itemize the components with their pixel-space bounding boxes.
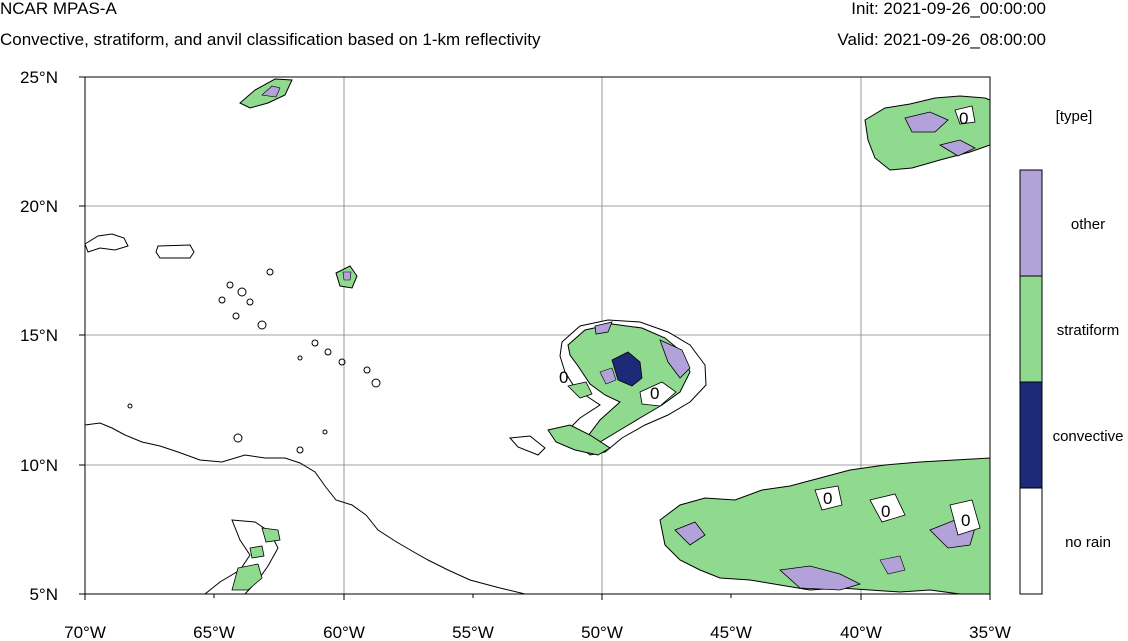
- y-tick-label: 20°N: [20, 197, 58, 216]
- x-tick-label: 50°W: [581, 623, 623, 641]
- y-tick-label: 25°N: [20, 68, 58, 87]
- hurricane-storm-system: [508, 319, 707, 456]
- legend-swatch-stratiform: [1019, 275, 1043, 383]
- contour-labels: 0 0 0 0 0 0: [559, 109, 970, 530]
- legend-swatch-convective: [1019, 381, 1043, 489]
- tick-marks: [79, 76, 991, 600]
- contour-label: 0: [559, 368, 568, 387]
- x-tick-label: 70°W: [64, 623, 106, 641]
- map-subtitle: Convective, stratiform, and anvil classi…: [0, 30, 541, 49]
- contour-label: 0: [961, 511, 970, 530]
- y-tick-label: 15°N: [20, 326, 58, 345]
- map-title: NCAR MPAS-A: [0, 0, 117, 18]
- coastline-puerto-rico: [155, 244, 195, 259]
- precip-cluster-north-east: [864, 95, 991, 171]
- legend-title: [type]: [1056, 108, 1093, 125]
- contour-label: 0: [650, 384, 659, 403]
- lesser-antilles-contours: [127, 268, 381, 454]
- x-axis-labels: 70°W 65°W 60°W 55°W 50°W 45°W 40°W 35°W: [64, 623, 1011, 641]
- coastline-hispaniola: [84, 233, 129, 253]
- contour-label: 0: [881, 502, 890, 521]
- y-axis-labels: 25°N 20°N 15°N 10°N 5°N: [20, 68, 58, 604]
- valid-time: Valid: 2021-09-26_08:00:00: [837, 30, 1046, 49]
- x-tick-label: 35°W: [969, 623, 1011, 641]
- init-time: Init: 2021-09-26_00:00:00: [851, 0, 1046, 18]
- precip-cluster-central-islands: [335, 265, 358, 289]
- precip-cluster-north-west: [239, 78, 293, 109]
- contour-label: 0: [959, 109, 968, 128]
- legend-swatch-no-rain: [1019, 487, 1043, 595]
- x-tick-label: 40°W: [840, 623, 882, 641]
- x-tick-label: 55°W: [452, 623, 494, 641]
- legend-label-no-rain: no rain: [1065, 534, 1111, 551]
- legend-label-stratiform: stratiform: [1057, 322, 1120, 339]
- contour-label: 0: [823, 489, 832, 508]
- y-tick-label: 10°N: [20, 456, 58, 475]
- precip-cluster-south-west: [203, 519, 281, 595]
- legend: [type] other stratiform convective no ra…: [1019, 108, 1124, 595]
- x-tick-label: 60°W: [323, 623, 365, 641]
- y-tick-label: 5°N: [29, 585, 58, 604]
- x-tick-label: 45°W: [710, 623, 752, 641]
- legend-swatch-other: [1019, 169, 1043, 277]
- coastline-south-america: [84, 422, 526, 595]
- precip-cluster-south-east: [659, 457, 991, 595]
- legend-label-other: other: [1071, 216, 1105, 233]
- legend-label-convective: convective: [1053, 428, 1124, 445]
- x-tick-label: 65°W: [193, 623, 235, 641]
